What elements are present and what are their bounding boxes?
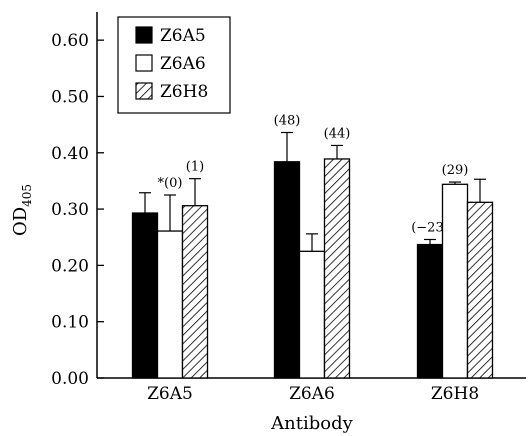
y-tick-label: 0.60 — [51, 31, 89, 51]
x-axis-title: Antibody — [270, 413, 353, 434]
y-tick-label: 0.10 — [51, 313, 89, 333]
y-axis-title-main: OD — [10, 207, 31, 236]
data-annotation: (1) — [186, 160, 204, 175]
legend-label-z6a6: Z6A6 — [160, 54, 206, 74]
y-axis-title-sub: 405 — [20, 184, 34, 207]
bar-z6a5-z6a6 — [273, 161, 301, 379]
x-tick-label: Z6A5 — [147, 384, 193, 404]
legend: Z6A5 Z6A6 Z6H8 — [117, 16, 231, 114]
x-tick-label: Z6H8 — [431, 384, 479, 404]
legend-swatch-z6h8 — [135, 82, 153, 100]
y-axis-title: OD405 — [10, 184, 34, 236]
bar-z6a6-z6a5 — [156, 230, 184, 379]
bar-z6h8-z6a5 — [181, 205, 209, 379]
data-annotation: *(0) — [158, 176, 183, 191]
y-tick-label: 0.00 — [51, 369, 89, 389]
bar-z6a5-z6a5 — [131, 212, 159, 379]
bar-z6a5-z6h8 — [416, 243, 444, 379]
legend-swatch-z6a6 — [135, 54, 153, 72]
bar-z6a6-z6h8 — [441, 183, 469, 379]
legend-label-z6a5: Z6A5 — [160, 26, 206, 46]
x-tick-label: Z6A6 — [289, 384, 335, 404]
data-annotation: (44) — [324, 126, 351, 141]
bar-z6h8-z6h8 — [466, 201, 494, 379]
bar-z6a6-z6a6 — [298, 250, 326, 379]
legend-swatch-z6a5 — [135, 26, 153, 44]
data-annotation: (−23) — [411, 220, 449, 235]
data-annotation: (29) — [442, 163, 469, 178]
y-tick-label: 0.20 — [51, 256, 89, 276]
y-tick-label: 0.30 — [51, 200, 89, 220]
y-tick-label: 0.40 — [51, 144, 89, 164]
y-tick-label: 0.50 — [51, 87, 89, 107]
data-annotation: (48) — [274, 113, 301, 128]
plot-area: 0.00 0.10 0.20 0.30 0.40 0.50 0.60 Z6A5 Z6A6 Z6H8… — [51, 12, 526, 404]
legend-label-z6h8: Z6H8 — [160, 82, 208, 102]
bar-z6h8-z6a6 — [323, 158, 351, 379]
